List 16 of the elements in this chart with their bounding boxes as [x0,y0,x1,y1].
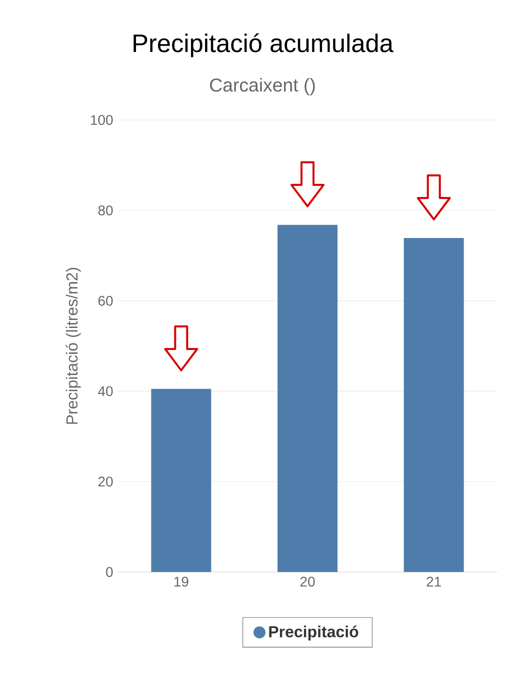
bar [278,224,338,572]
y-tick-label: 40 [98,386,113,396]
legend-label: Precipitació [269,625,358,641]
y-tick-label: 0 [106,567,113,577]
y-axis-title: Precipitació (litres/m2) [66,268,81,424]
bar [151,388,212,572]
x-tick-label: 20 [300,576,315,587]
chart-subtitle: Carcaixent () [210,78,315,96]
x-tick-label: 21 [426,576,441,586]
y-tick-label: 60 [98,296,113,306]
chart-title: Precipitació acumulada [134,33,394,58]
bar [404,238,464,572]
y-tick-label: 100 [91,115,113,125]
y-tick-label: 20 [98,476,113,487]
x-tick-label: 19 [174,576,188,587]
y-tick-label: 80 [98,205,113,216]
